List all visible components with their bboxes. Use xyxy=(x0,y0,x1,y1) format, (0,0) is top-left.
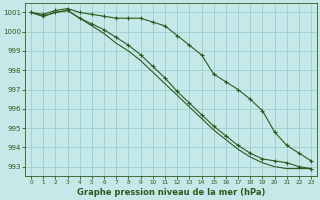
X-axis label: Graphe pression niveau de la mer (hPa): Graphe pression niveau de la mer (hPa) xyxy=(77,188,265,197)
